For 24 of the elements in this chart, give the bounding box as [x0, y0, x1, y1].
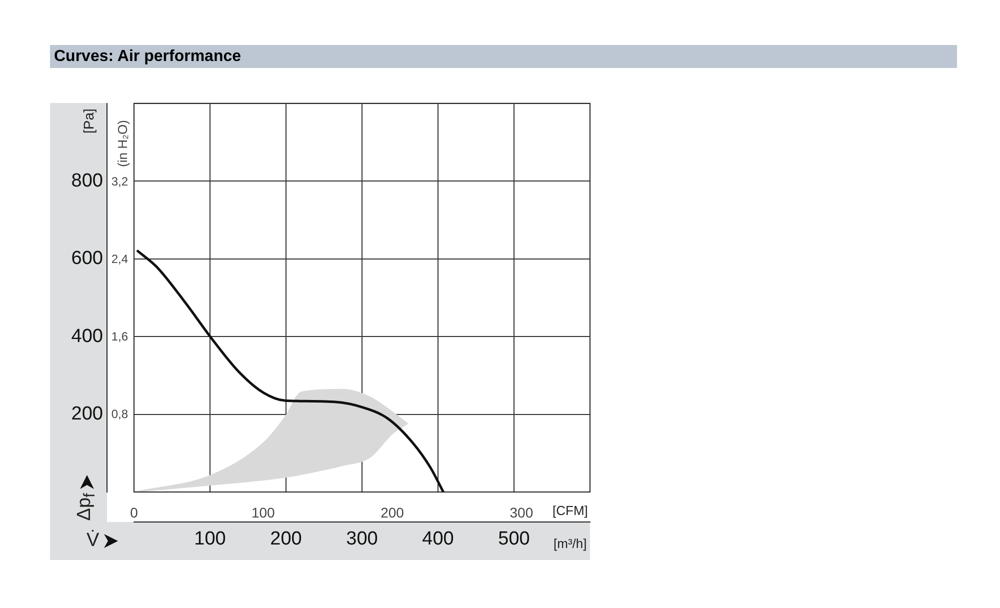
line-series — [136, 250, 445, 492]
y2-tick-label: 1,6 — [111, 329, 128, 344]
x-tick-label: 200 — [270, 528, 302, 550]
text: [m³/h] — [554, 536, 587, 550]
x-axis-title: V̇ — [86, 530, 100, 552]
x-tick-label: 300 — [346, 528, 378, 550]
y-tick-label: 600 — [71, 248, 103, 270]
y2-tick-label: 0,8 — [111, 406, 128, 421]
x2-tick-label: 200 — [380, 504, 404, 520]
x2-tick-label: 0 — [130, 504, 138, 520]
x-tick-label: 100 — [194, 528, 226, 550]
text: [Pa] — [80, 108, 96, 134]
x2-axis-title: [CFM] — [552, 502, 588, 518]
x-tick-label: 400 — [422, 528, 454, 550]
y2-tick-label: 3,2 — [111, 174, 128, 189]
y-tick-label: 200 — [71, 404, 103, 425]
y-tick-label: 800 — [71, 170, 103, 192]
y-tick-label: 400 — [71, 326, 103, 347]
x-tick-label: 500 — [498, 528, 530, 550]
chart-title: Curves: Air performance — [50, 45, 957, 68]
y2-axis-title: (in H₂O) — [114, 120, 130, 167]
x2-tick-label: 300 — [510, 504, 534, 520]
y2-tick-label: 2,4 — [111, 252, 128, 266]
x2-tick-label: 100 — [251, 504, 276, 520]
